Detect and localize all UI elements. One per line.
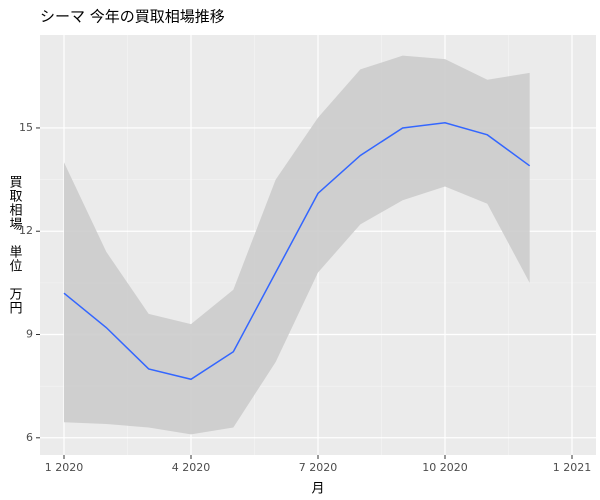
x-tick-label: 1 2020 xyxy=(45,461,84,474)
chart-title: シーマ 今年の買取相場推移 xyxy=(40,8,225,26)
y-axis-title: 買取相場 単位 万円 xyxy=(7,175,23,315)
x-tick-label: 4 2020 xyxy=(172,461,211,474)
trend-line xyxy=(63,122,531,381)
confidence-band xyxy=(64,55,530,435)
y-tick-label: 6 xyxy=(26,431,33,444)
x-tick-label: 1 2021 xyxy=(553,461,592,474)
x-tick-label: 7 2020 xyxy=(299,461,338,474)
y-tick-label: 12 xyxy=(19,224,33,237)
x-axis-title: 月 xyxy=(311,482,324,497)
y-tick-label: 15 xyxy=(19,121,33,134)
y-tick-label: 9 xyxy=(26,328,33,341)
x-tick-label: 10 2020 xyxy=(422,461,468,474)
